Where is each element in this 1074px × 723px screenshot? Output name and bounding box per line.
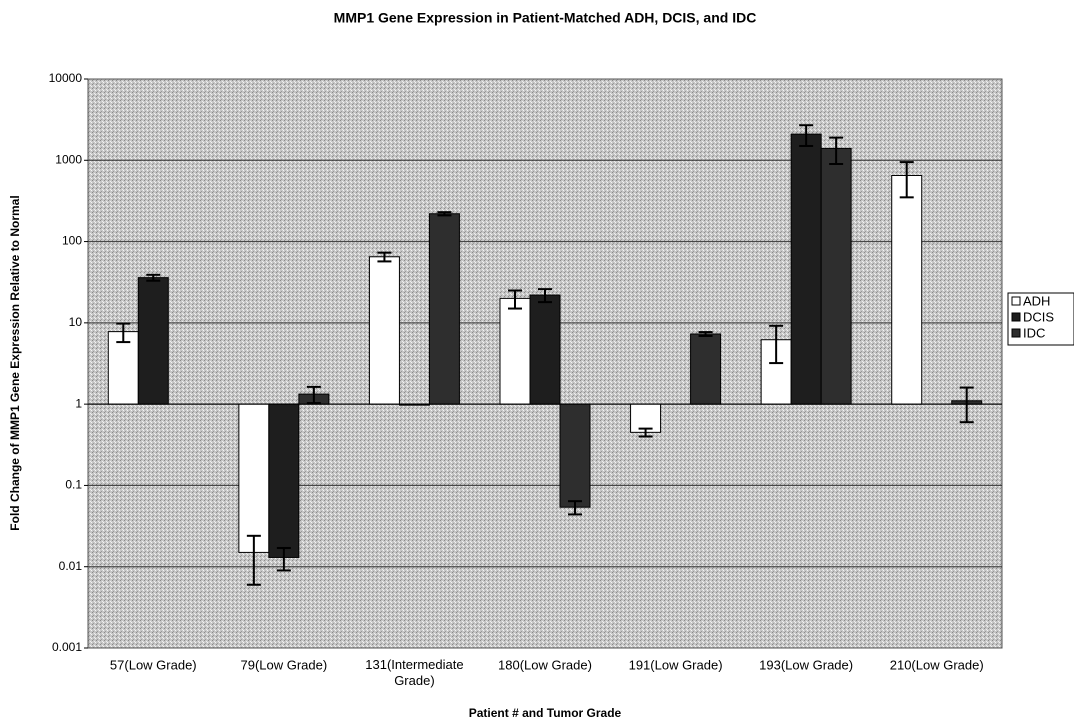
error-bar	[899, 161, 914, 199]
x-tick-label: 193(Low Grade)	[759, 657, 853, 672]
error-bar	[306, 385, 321, 405]
y-axis-label: Fold Change of MMP1 Gene Expression Rela…	[8, 195, 22, 530]
error-bar	[568, 500, 582, 516]
y-tick-label: 0.01	[59, 559, 83, 573]
error-bar	[437, 211, 452, 217]
y-tick-label: 100	[62, 234, 82, 248]
legend-swatch	[1011, 312, 1021, 322]
bar	[891, 174, 923, 405]
error-bar	[799, 124, 814, 147]
y-tick-label: 10000	[49, 71, 83, 85]
error-bar	[116, 322, 131, 344]
error-bar	[769, 324, 784, 365]
y-tick-label: 1	[75, 396, 82, 410]
bar	[268, 403, 300, 558]
y-tick-label: 1000	[55, 152, 82, 166]
x-tick-label: 191(Low Grade)	[629, 657, 723, 672]
error-bar	[377, 251, 392, 263]
bar	[368, 256, 400, 405]
error-bar	[959, 386, 974, 424]
legend-label: DCIS	[1023, 309, 1054, 324]
bar	[790, 133, 822, 405]
bar	[137, 277, 169, 405]
x-tick-label: 57(Low Grade)	[110, 657, 197, 672]
bar	[559, 403, 591, 508]
y-tick-label: 0.001	[52, 640, 82, 654]
error-bar	[538, 288, 552, 304]
x-tick-label: 131(Intermediate Grade)	[365, 657, 463, 688]
x-tick-label: 180(Low Grade)	[498, 657, 592, 672]
legend-label: ADH	[1023, 293, 1050, 308]
bar	[428, 213, 460, 405]
legend-label: IDC	[1023, 325, 1045, 340]
error-bar	[276, 546, 291, 572]
error-bar	[246, 534, 261, 586]
legend-swatch	[1011, 296, 1021, 306]
bar	[820, 147, 852, 405]
legend-swatch	[1011, 328, 1021, 338]
bar	[238, 403, 270, 553]
y-tick-label: 0.1	[65, 478, 82, 492]
x-tick-label: 210(Low Grade)	[890, 657, 984, 672]
bar	[529, 294, 561, 405]
x-axis-label: Patient # and Tumor Grade	[469, 706, 622, 720]
chart-title: MMP1 Gene Expression in Patient-Matched …	[334, 10, 757, 26]
error-bar	[146, 273, 161, 282]
error-bar	[698, 331, 713, 337]
error-bar	[829, 136, 844, 166]
error-bar	[638, 427, 653, 438]
x-tick-label: 79(Low Grade)	[240, 657, 327, 672]
error-bar	[508, 289, 522, 310]
bar	[499, 297, 531, 405]
bar	[690, 333, 722, 405]
y-tick-label: 10	[69, 315, 83, 329]
